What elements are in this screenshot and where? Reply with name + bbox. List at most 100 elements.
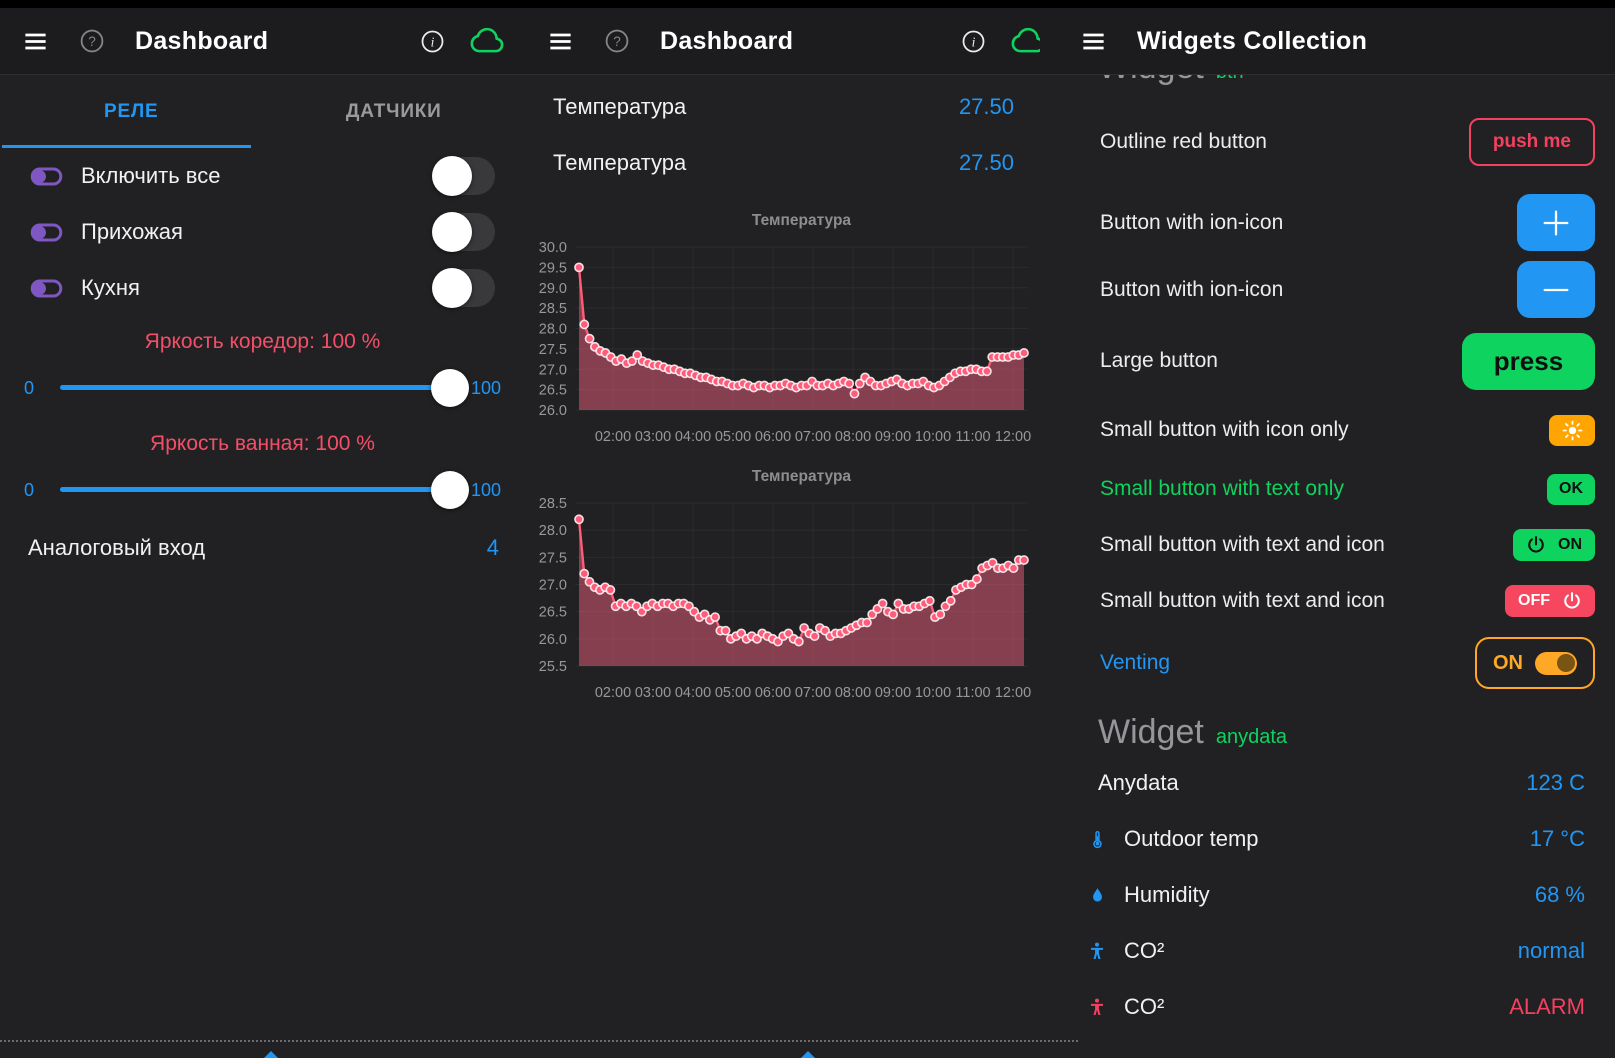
menu-icon[interactable] xyxy=(1080,28,1107,55)
widget-label: Button with ion-icon xyxy=(1100,277,1284,301)
svg-text:06:00: 06:00 xyxy=(755,685,791,701)
clipped-blue-icon xyxy=(800,1051,816,1058)
slider-label: Яркость ванная: 100 % xyxy=(150,432,375,455)
svg-text:04:00: 04:00 xyxy=(675,429,711,445)
widget-value: normal xyxy=(1517,938,1585,963)
menu-icon[interactable] xyxy=(22,28,49,55)
minus-button[interactable] xyxy=(1517,261,1595,318)
droplet-icon xyxy=(1084,884,1110,907)
temperature-chart-2: Температура 25.5 26.0 26.5 27.0 27.5 28.0 28.5 0… xyxy=(539,468,1031,701)
slider-max-label: 100 xyxy=(470,479,501,500)
switch-off[interactable] xyxy=(432,212,495,252)
plus-icon xyxy=(1540,207,1572,239)
slider-row: 0 100 xyxy=(24,358,501,418)
widget-button-row: Small button with text and icon OFF xyxy=(1040,573,1615,629)
switch-row: Включить все xyxy=(0,148,525,204)
svg-text:09:00: 09:00 xyxy=(875,429,911,445)
push-me-button[interactable]: push me xyxy=(1468,117,1595,166)
sensor-value: 27.50 xyxy=(958,94,1014,119)
menu-icon[interactable] xyxy=(547,28,574,55)
svg-text:?: ? xyxy=(88,34,96,49)
widget-label: Small button with icon only xyxy=(1100,418,1349,441)
widget-button-row: Small button with text and icon ON xyxy=(1040,517,1615,573)
slider[interactable] xyxy=(60,368,469,408)
widget-button-row: Large button press xyxy=(1040,323,1615,399)
svg-text:30.0: 30.0 xyxy=(539,240,567,256)
switch-row: Прихожая xyxy=(0,204,525,260)
svg-text:Температура: Температура xyxy=(752,212,852,229)
slider-label: Яркость коредор: 100 % xyxy=(144,330,381,353)
temperature-chart-1: Температура 26.0 26.5 27.0 27.5 28.0 28.5 29.0 2… xyxy=(539,212,1031,445)
relay-switch-list: Включить все Прихожая Кухня xyxy=(0,148,525,316)
svg-text:Температура: Температура xyxy=(752,468,852,485)
switch-row: Кухня xyxy=(0,260,525,316)
temperature-value-list: Температура 27.50 Температура 27.50 xyxy=(525,79,1040,191)
svg-text:07:00: 07:00 xyxy=(795,685,831,701)
off-button[interactable]: OFF xyxy=(1505,585,1595,617)
widget-value: 17 °C xyxy=(1529,826,1585,851)
widget-value-label: Humidity xyxy=(1124,882,1210,907)
tab-rele[interactable]: РЕЛЕ xyxy=(0,75,263,148)
svg-text:03:00: 03:00 xyxy=(635,429,671,445)
switch-knob xyxy=(432,156,472,196)
widget-label: Button with ion-icon xyxy=(1100,210,1284,234)
widget-value-label: CO² xyxy=(1124,938,1165,963)
appbar-right: Widgets Collection xyxy=(1040,0,1615,75)
slider-row: 0 100 xyxy=(24,460,501,520)
svg-text:25.5: 25.5 xyxy=(539,659,567,675)
svg-text:27.5: 27.5 xyxy=(539,550,567,566)
svg-text:28.5: 28.5 xyxy=(539,496,567,512)
venting-toggle[interactable] xyxy=(1535,651,1577,675)
slider-thumb[interactable] xyxy=(430,471,469,509)
info-icon[interactable]: i xyxy=(961,29,986,54)
svg-text:02:00: 02:00 xyxy=(595,685,631,701)
clipped-blue-icon xyxy=(263,1051,279,1058)
ok-button[interactable]: OK xyxy=(1547,473,1595,505)
slider-track-fill xyxy=(60,487,463,492)
widget-button-row: Outline red button push me xyxy=(1040,94,1615,189)
svg-text:05:00: 05:00 xyxy=(715,685,751,701)
widget-label: Small button with text only xyxy=(1100,477,1344,500)
widget-label: Outline red button xyxy=(1100,129,1267,153)
help-icon[interactable]: ? xyxy=(604,28,630,54)
svg-text:28.5: 28.5 xyxy=(539,301,567,317)
minus-icon xyxy=(1540,274,1572,306)
help-icon[interactable]: ? xyxy=(79,28,105,54)
widget-button-list: Outline red button push me Button with ion… xyxy=(1040,94,1615,697)
toggle-knob xyxy=(1557,654,1575,672)
widget-label: Large button xyxy=(1100,349,1218,372)
sensor-value-row: Температура 27.50 xyxy=(525,79,1040,135)
switch-off[interactable] xyxy=(432,268,495,308)
svg-text:11:00: 11:00 xyxy=(955,685,990,701)
svg-text:29.0: 29.0 xyxy=(539,281,567,297)
analog-input-value: 4 xyxy=(486,535,499,560)
slider-track-fill xyxy=(60,385,463,390)
switch-off[interactable] xyxy=(432,156,495,196)
tab-bar: РЕЛЕ ДАТЧИКИ xyxy=(0,75,525,148)
tab-datchiki-label: ДАТЧИКИ xyxy=(345,100,442,122)
slider[interactable] xyxy=(60,470,469,510)
thermometer-icon xyxy=(1084,828,1110,851)
slider-thumb[interactable] xyxy=(430,369,469,407)
sensor-label: Температура xyxy=(553,150,687,175)
on-button[interactable]: ON xyxy=(1513,529,1595,561)
widget-value: 123 C xyxy=(1526,770,1585,795)
panel-widgets-collection: Widgets Collection Widget btn Outline re… xyxy=(1040,0,1615,1058)
panel-dashboard-relays: ? Dashboard i РЕЛЕ ДАТЧИКИ Включить все П… xyxy=(0,0,525,1058)
venting-toggle-button[interactable]: ON xyxy=(1475,637,1595,689)
section-title: Widget xyxy=(1098,713,1204,751)
tab-datchiki[interactable]: ДАТЧИКИ xyxy=(263,75,526,148)
svg-text:12:00: 12:00 xyxy=(995,685,1031,701)
slider-min-label: 0 xyxy=(24,377,35,398)
sun-button[interactable] xyxy=(1549,414,1595,446)
svg-text:06:00: 06:00 xyxy=(755,429,791,445)
bottom-dotted-separator xyxy=(0,1040,1078,1042)
press-button[interactable]: press xyxy=(1462,332,1595,390)
svg-text:02:00: 02:00 xyxy=(595,429,631,445)
brightness-sliders: Яркость коредор: 100 % 0 100 Яркость ванная… xyxy=(0,330,525,520)
sun-icon xyxy=(1562,420,1583,441)
plus-button[interactable] xyxy=(1517,194,1595,251)
info-icon[interactable]: i xyxy=(420,29,445,54)
widget-button-row: Button with ion-icon xyxy=(1040,189,1615,256)
